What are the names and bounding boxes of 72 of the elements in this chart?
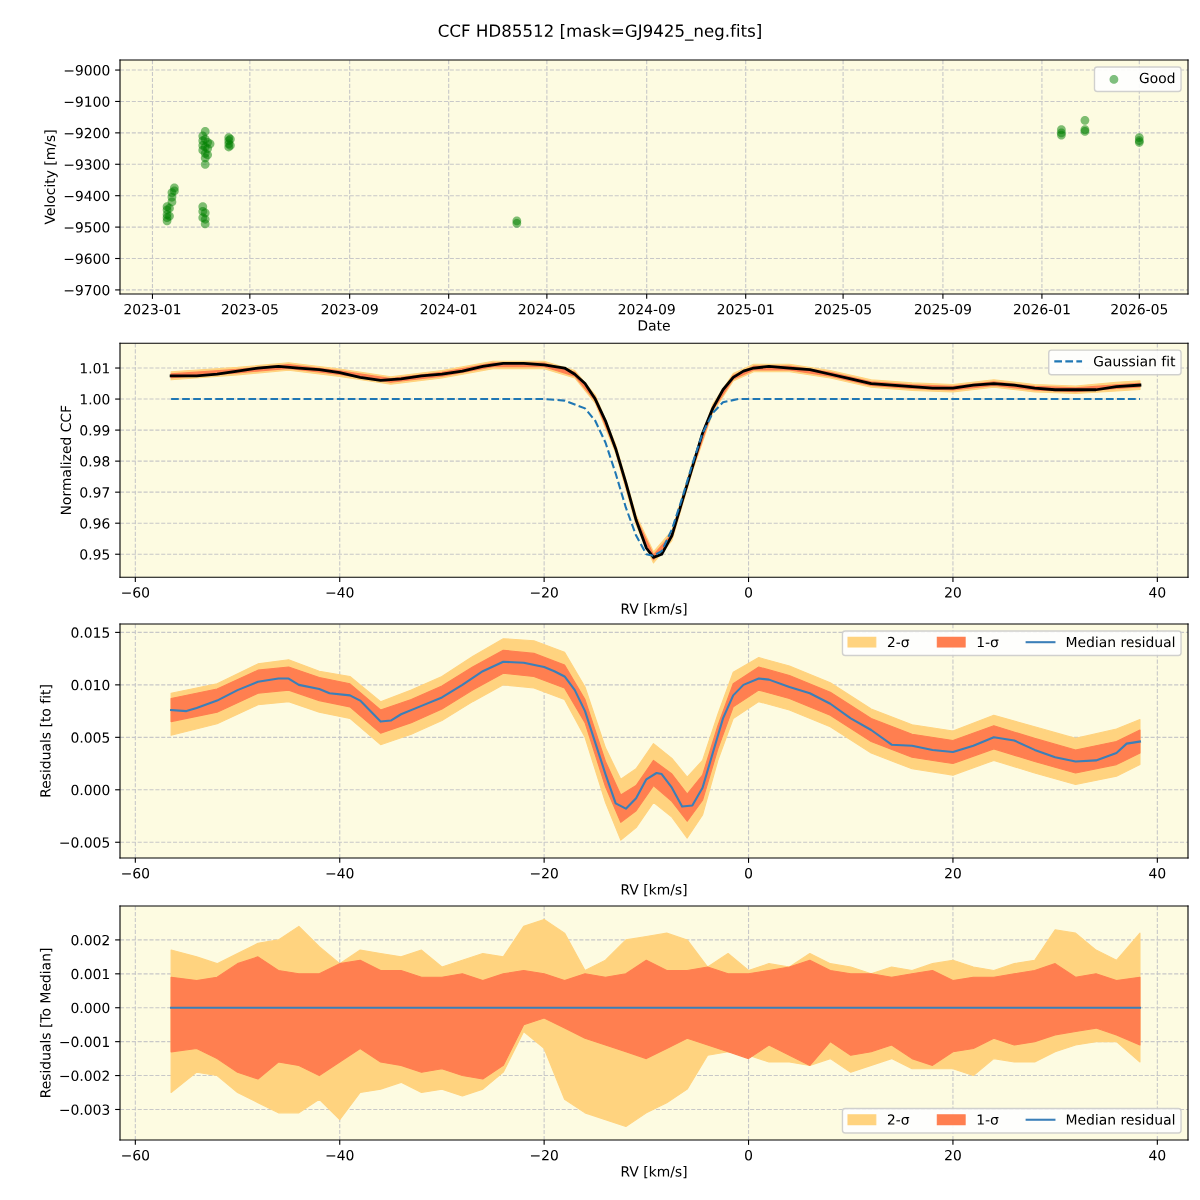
x-tick-label: 20 (945, 867, 961, 879)
y-tick-label: 1.00 (80, 394, 110, 405)
x-axis-title: RV [km/s] (621, 603, 687, 616)
x-tick-label: 0 (745, 587, 753, 598)
x-tick-label: 40 (1149, 1149, 1166, 1161)
x-tick-label: −40 (326, 587, 354, 598)
x-tick-label: 2024-01 (420, 303, 477, 315)
y-tick-label: 0.001 (71, 968, 109, 980)
x-tick-label: 2025-05 (815, 303, 871, 315)
x-tick-label: −40 (326, 867, 354, 879)
y-tick-label: 0.95 (80, 549, 110, 560)
y-tick-label: 0.005 (71, 732, 110, 743)
x-tick-label: −60 (122, 867, 150, 879)
y-tick-label: −0.002 (60, 1070, 109, 1082)
x-tick-label: −20 (530, 867, 558, 879)
x-tick-label: −20 (530, 587, 558, 598)
y-axis-title: Velocity [m/s] (44, 130, 58, 225)
x-tick-label: 40 (1149, 867, 1166, 879)
x-tick-label: 2025-01 (717, 303, 774, 315)
y-tick-label: 0.96 (80, 518, 110, 529)
x-tick-label: 2023-01 (124, 303, 181, 315)
x-tick-label: 20 (945, 1149, 961, 1161)
y-axis-title: Normalized CCF (60, 405, 72, 515)
x-axis-title: RV [km/s] (621, 883, 687, 897)
x-tick-label: −40 (326, 1149, 354, 1161)
legend-label: 1-σ (977, 636, 999, 648)
x-tick-label: 2026-05 (1111, 303, 1168, 315)
x-tick-label: 2026-01 (1013, 303, 1070, 315)
x-axis-title: RV [km/s] (621, 1165, 687, 1179)
y-tick-label: 0.015 (71, 627, 110, 638)
y-tick-label: 1.01 (80, 363, 109, 374)
y-tick-label: −9600 (64, 253, 110, 264)
legend-label: Good (1139, 72, 1175, 84)
y-axis-title: Residuals [To Median] (39, 948, 53, 1097)
y-tick-label: −9300 (64, 159, 110, 170)
chart-title: CCF HD85512 [mask=GJ9425_neg.fits] (438, 24, 761, 41)
y-tick-label: −0.003 (60, 1104, 110, 1115)
y-tick-label: 0.000 (71, 1002, 110, 1014)
legend-label: Gaussian fit (1093, 355, 1176, 367)
legend-label: 2-σ (887, 636, 910, 648)
x-tick-label: 2024-05 (518, 303, 575, 315)
y-tick-label: 0.010 (71, 679, 110, 691)
y-tick-label: −9000 (64, 65, 110, 76)
x-tick-label: 2025-09 (914, 303, 971, 315)
y-tick-label: 0.98 (80, 456, 110, 467)
x-tick-label: −20 (530, 1149, 558, 1161)
y-tick-label: 0.97 (80, 487, 110, 498)
legend-label: 1-σ (977, 1114, 999, 1125)
y-tick-label: −9100 (64, 96, 110, 107)
x-tick-label: 0 (745, 867, 753, 879)
y-tick-label: −9700 (64, 284, 110, 296)
x-tick-label: 2023-09 (321, 303, 378, 315)
x-tick-label: 0 (745, 1149, 753, 1161)
y-axis-title: Residuals [to fit] (39, 685, 53, 797)
x-tick-label: −60 (122, 587, 150, 598)
y-tick-label: 0.000 (71, 784, 110, 796)
legend-label: 2-σ (887, 1114, 910, 1125)
y-tick-label: −9400 (64, 190, 110, 202)
x-tick-label: 2024-09 (618, 303, 675, 315)
y-tick-label: 0.002 (71, 934, 109, 946)
x-tick-label: 2023-05 (221, 303, 278, 315)
x-tick-label: 40 (1149, 587, 1166, 598)
y-tick-label: −9500 (64, 222, 110, 233)
legend-label: Median residual (1066, 636, 1175, 648)
x-tick-label: −60 (122, 1149, 150, 1161)
y-tick-label: 0.99 (80, 425, 110, 436)
y-tick-label: −0.001 (60, 1036, 109, 1048)
x-axis-title: Date (638, 320, 670, 331)
x-tick-label: 20 (945, 587, 961, 598)
legend-label: Median residual (1066, 1114, 1175, 1125)
y-tick-label: −0.005 (60, 837, 110, 848)
y-tick-label: −9200 (64, 127, 110, 139)
